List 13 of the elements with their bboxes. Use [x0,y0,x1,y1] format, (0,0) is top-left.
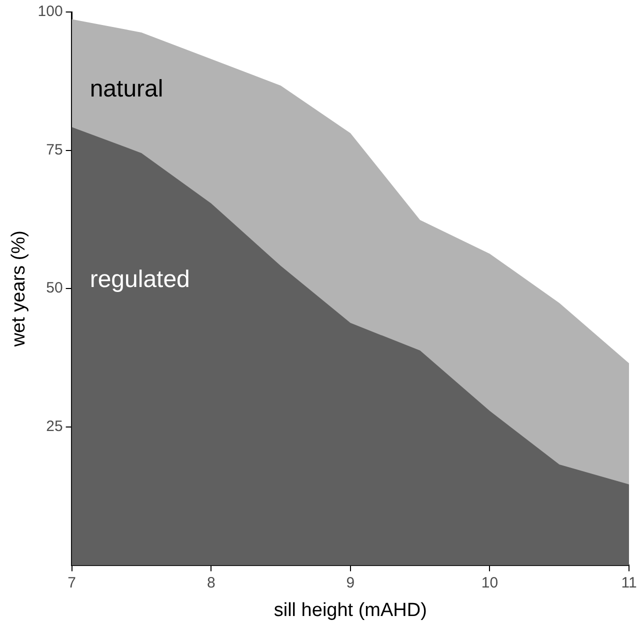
x-axis-title: sill height (mAHD) [274,600,427,621]
y-tick-label: 25 [46,418,63,436]
series-label: natural [90,75,164,102]
x-tick-label: 7 [68,574,76,592]
series-label: regulated [90,266,190,294]
x-tick-label: 8 [206,574,216,592]
y-tick-label: 100 [38,3,63,20]
y-axis-title: wet years (%) [8,230,30,348]
x-tick-label: 9 [346,574,355,592]
y-tick-label: 75 [46,141,63,158]
y-tick-label: 50 [46,280,63,297]
x-tick-label: 10 [481,574,498,592]
x-tick-label: 11 [621,574,637,592]
